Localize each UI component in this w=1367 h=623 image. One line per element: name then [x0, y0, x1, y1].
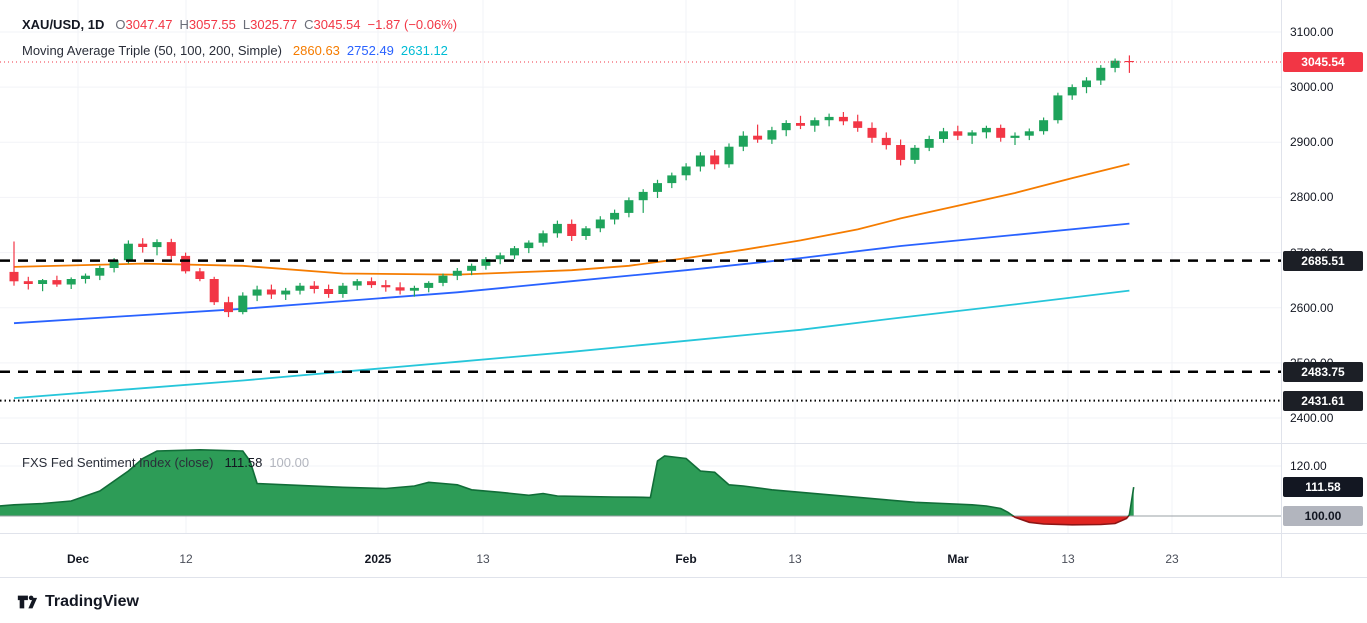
time-axis-label: Mar: [947, 552, 969, 566]
price-axis-label: 2400.00: [1290, 411, 1334, 425]
ma100-value: 2752.49: [346, 43, 394, 58]
high-label: H: [179, 17, 189, 32]
sentiment-baseline-value: 100.00: [269, 455, 310, 470]
close-group: C3045.54: [304, 17, 360, 32]
ma50-value: 2860.63: [292, 43, 340, 58]
price-axis-label: 2800.00: [1290, 190, 1334, 205]
open-label: O: [115, 17, 126, 32]
time-axis-label: Dec: [66, 552, 90, 566]
indicator-header[interactable]: Moving Average Triple (50, 100, 200, Sim…: [22, 43, 448, 58]
low-group: L3025.77: [243, 17, 297, 32]
sentiment-badge: 100.00: [1283, 506, 1363, 526]
tradingview-logo-icon: [17, 595, 38, 609]
sentiment-indicator-header[interactable]: FXS Fed Sentiment Index (close) 111.58 1…: [22, 455, 309, 470]
symbol-title[interactable]: XAU/USD, 1D: [22, 17, 105, 32]
indicator-title[interactable]: Moving Average Triple (50, 100, 200, Sim…: [22, 43, 282, 58]
price-axis-label: 3000.00: [1290, 80, 1334, 95]
tradingview-logo[interactable]: TradingView: [16, 591, 139, 613]
time-axis-label: 13: [476, 552, 490, 566]
change-value: −1.87 (−0.06%): [367, 17, 458, 32]
price-axis-label: 3100.00: [1290, 25, 1334, 39]
sentiment-axis-label: 120.00: [1290, 459, 1327, 473]
low-label: L: [242, 17, 251, 32]
open-group: O3047.47: [115, 17, 172, 32]
close-label: C: [304, 17, 314, 32]
price-badge: 2685.51: [1283, 250, 1363, 271]
sentiment-badge: 111.58: [1283, 477, 1363, 498]
tradingview-logo-text: TradingView: [45, 593, 139, 610]
open-value: 3047.47: [125, 17, 173, 32]
time-axis-label: 23: [1165, 552, 1179, 566]
price-axis-label: 2600.00: [1290, 300, 1334, 315]
time-axis-label: 2025: [364, 552, 392, 566]
price-badge: 2431.61: [1283, 390, 1363, 411]
time-axis-label: Feb: [675, 552, 697, 566]
low-value: 3025.77: [250, 17, 298, 32]
sentiment-title[interactable]: FXS Fed Sentiment Index (close): [22, 455, 214, 470]
price-badge: 3045.54: [1283, 52, 1363, 73]
price-badge: 2483.75: [1283, 361, 1363, 382]
close-value: 3045.54: [313, 17, 361, 32]
sentiment-value: 111.58: [224, 455, 263, 470]
high-value: 3057.55: [188, 17, 236, 32]
price-axis-label: 2900.00: [1290, 135, 1334, 150]
time-axis-label: 12: [179, 552, 193, 566]
time-axis-label: 13: [1061, 552, 1075, 566]
time-axis-label: 13: [788, 552, 802, 566]
symbol-header[interactable]: XAU/USD, 1D O3047.47 H3057.55 L3025.77 C…: [22, 17, 457, 32]
high-group: H3057.55: [179, 17, 235, 32]
ma200-value: 2631.12: [400, 43, 448, 58]
